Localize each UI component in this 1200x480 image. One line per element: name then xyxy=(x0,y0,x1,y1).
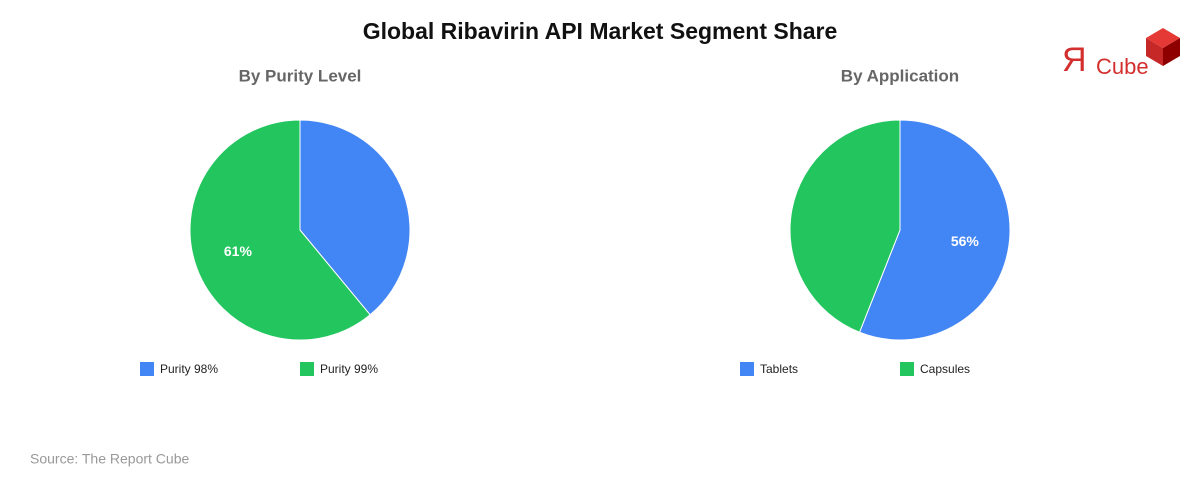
legend-swatch xyxy=(900,362,914,376)
page-title: Global Ribavirin API Market Segment Shar… xyxy=(363,18,838,44)
legend-label: Purity 99% xyxy=(320,362,378,376)
pie-slice xyxy=(858,119,1011,341)
legend-swatch xyxy=(740,362,754,376)
logo-mark: Я xyxy=(1062,41,1087,79)
data-label: 61% xyxy=(224,243,253,259)
legend-label: Tablets xyxy=(760,362,798,376)
logo-cube-left xyxy=(1146,38,1163,66)
pie-slice xyxy=(789,119,901,333)
legend-swatch xyxy=(300,362,314,376)
legend-swatch xyxy=(140,362,154,376)
chart-title: By Application xyxy=(841,66,959,85)
logo: Я Cube xyxy=(1062,28,1180,79)
source: Source: The Report Cube xyxy=(30,451,189,467)
pie-slice xyxy=(189,119,371,341)
logo-text: Cube xyxy=(1096,54,1149,79)
chart-title: By Purity Level xyxy=(239,66,362,85)
data-label: 56% xyxy=(951,233,980,249)
logo-cube-right xyxy=(1163,38,1180,66)
legend-label: Purity 98% xyxy=(160,362,218,376)
pie-slice xyxy=(299,119,411,316)
legend-label: Capsules xyxy=(920,362,970,376)
